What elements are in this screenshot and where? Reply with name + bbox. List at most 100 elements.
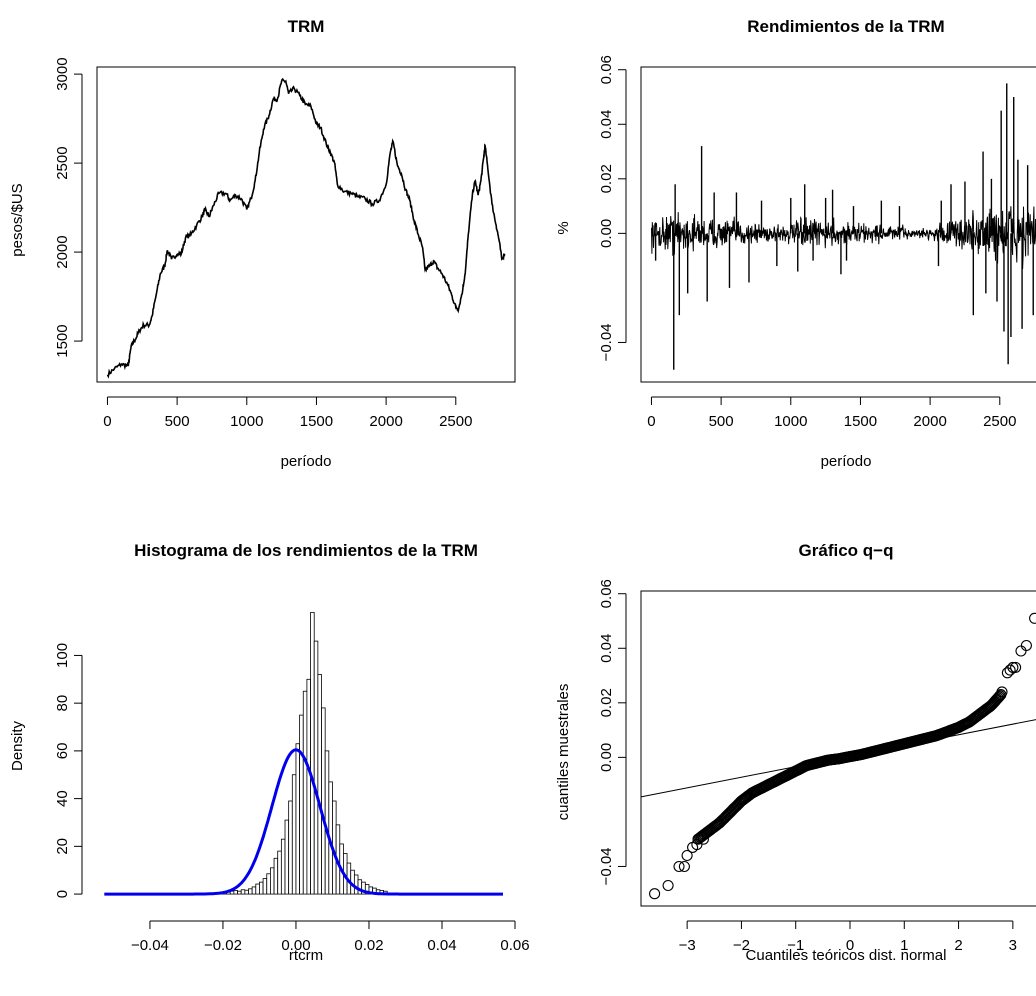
histogram-bar — [284, 819, 290, 895]
y-tick-label: 1500 — [54, 324, 71, 357]
y-axis-label: % — [555, 221, 572, 234]
panel-histograma: Histograma de los rendimientos de la TRM… — [9, 541, 530, 964]
x-tick-label: 0.02 — [354, 937, 383, 954]
y-tick-label: 2000 — [54, 235, 71, 268]
panel-trm: TRM 0 500 1000 1500 2000 2500 1500 2000 2500 3000… — [9, 17, 516, 470]
y-axis-label: Density — [9, 720, 26, 771]
x-tick-label: 0.06 — [500, 937, 529, 954]
qq-point — [1015, 645, 1027, 657]
x-axis-label: período — [281, 453, 332, 470]
x-tick-label: 2500 — [439, 413, 472, 430]
qq-point — [697, 833, 709, 845]
y-tick-label: 0.02 — [598, 164, 615, 193]
qq-points — [649, 612, 1036, 900]
histogram-bar — [313, 640, 319, 895]
histogram-bar — [237, 890, 242, 895]
plot-frame — [640, 66, 1036, 383]
histogram-bar — [291, 774, 297, 895]
y-tick-label: 0.06 — [598, 55, 615, 84]
qq-point — [1004, 664, 1016, 676]
histogram-bar — [262, 878, 268, 895]
series-group — [651, 83, 1036, 370]
histogram-bar — [259, 881, 264, 895]
x-tick-label: 0.00 — [281, 937, 310, 954]
chart-title: Rendimientos de la TRM — [747, 17, 944, 36]
x-tick-label: −3 — [679, 937, 696, 954]
y-tick-label: 2500 — [54, 146, 71, 179]
y-axis-label: pesos/$US — [9, 183, 26, 256]
histogram-bar — [251, 886, 257, 895]
histogram-bar — [280, 838, 286, 895]
chart-title: Histograma de los rendimientos de la TRM — [134, 541, 478, 560]
x-tick-label: 500 — [165, 413, 190, 430]
x-tick-label: 1000 — [230, 413, 263, 430]
x-axis-label: período — [821, 453, 872, 470]
histogram-bar — [288, 800, 293, 895]
x-tick-label: 0 — [647, 413, 655, 430]
panel-qq: Gráfico q−q −3 −2 −1 0 1 2 3 −0.04 0.00 0.02 0.04 0… — [555, 541, 1036, 964]
chart-title: Gráfico q−q — [799, 541, 894, 560]
x-tick-label: −1 — [787, 937, 804, 954]
y-tick-label: 20 — [54, 838, 71, 855]
y-tick-label: 0.00 — [598, 219, 615, 248]
histogram-bar — [273, 857, 279, 895]
y-tick-label: 3000 — [54, 57, 71, 90]
x-tick-label: 1000 — [774, 413, 807, 430]
histogram-bar — [248, 888, 253, 895]
qq-point — [649, 888, 661, 900]
x-tick-label: −2 — [733, 937, 750, 954]
x-axis-label: Cuantiles teóricos dist. normal — [746, 947, 947, 964]
x-tick-label: 1500 — [844, 413, 877, 430]
qq-point — [1007, 661, 1019, 673]
y-tick-label: 40 — [54, 790, 71, 807]
qq-point — [681, 849, 693, 862]
y-tick-label: 60 — [54, 743, 71, 760]
histogram-bar — [244, 889, 249, 895]
x-tick-label: −0.04 — [131, 937, 169, 954]
histogram-bar — [270, 867, 275, 895]
chart-title: TRM — [288, 17, 325, 36]
histogram-bar — [321, 707, 326, 895]
plot-frame — [640, 590, 1036, 907]
y-tick-label: 0.02 — [598, 688, 615, 717]
x-tick-label: 2000 — [369, 413, 402, 430]
plot-frame — [96, 66, 516, 383]
x-tick-label: 0.04 — [427, 937, 456, 954]
y-tick-label: 0.04 — [598, 634, 615, 663]
y-tick-label: −0.04 — [598, 323, 615, 361]
qq-point — [1010, 661, 1022, 673]
y-tick-label: 100 — [54, 643, 71, 668]
x-tick-label: 3 — [1009, 937, 1017, 954]
histogram-bars — [204, 612, 388, 895]
x-tick-label: −0.02 — [204, 937, 242, 954]
x-tick-label: 0 — [103, 413, 111, 430]
y-axis-label: cuantiles muestrales — [555, 684, 572, 821]
histogram-bar — [295, 743, 301, 895]
x-axis-label: rtcrm — [289, 947, 323, 964]
qq-point — [996, 686, 1008, 698]
x-tick-label: 500 — [709, 413, 734, 430]
series-line — [106, 77, 506, 379]
panel-rendimientos: Rendimientos de la TRM 0 500 1000 1500 2000 2… — [555, 17, 1036, 470]
returns-series — [651, 206, 1036, 270]
x-tick-label: 2500 — [983, 413, 1016, 430]
histogram-bar — [299, 714, 304, 895]
x-tick-label: 1500 — [300, 413, 333, 430]
qq-point — [673, 860, 685, 873]
normal-density-curve — [104, 748, 503, 896]
y-tick-label: 80 — [54, 695, 71, 712]
qq-point — [678, 860, 690, 873]
y-tick-label: 0.00 — [598, 743, 615, 772]
x-tick-label: 2 — [954, 937, 962, 954]
histogram-bar — [277, 850, 282, 895]
y-tick-label: 0.06 — [598, 579, 615, 608]
y-tick-label: 0.04 — [598, 110, 615, 139]
qq-point — [691, 839, 703, 851]
histogram-bar — [317, 674, 322, 895]
qq-point — [992, 692, 1004, 704]
histogram-bar — [240, 889, 246, 895]
histogram-bar — [353, 874, 359, 895]
x-tick-label: 1 — [900, 937, 908, 954]
qq-point — [662, 879, 674, 892]
